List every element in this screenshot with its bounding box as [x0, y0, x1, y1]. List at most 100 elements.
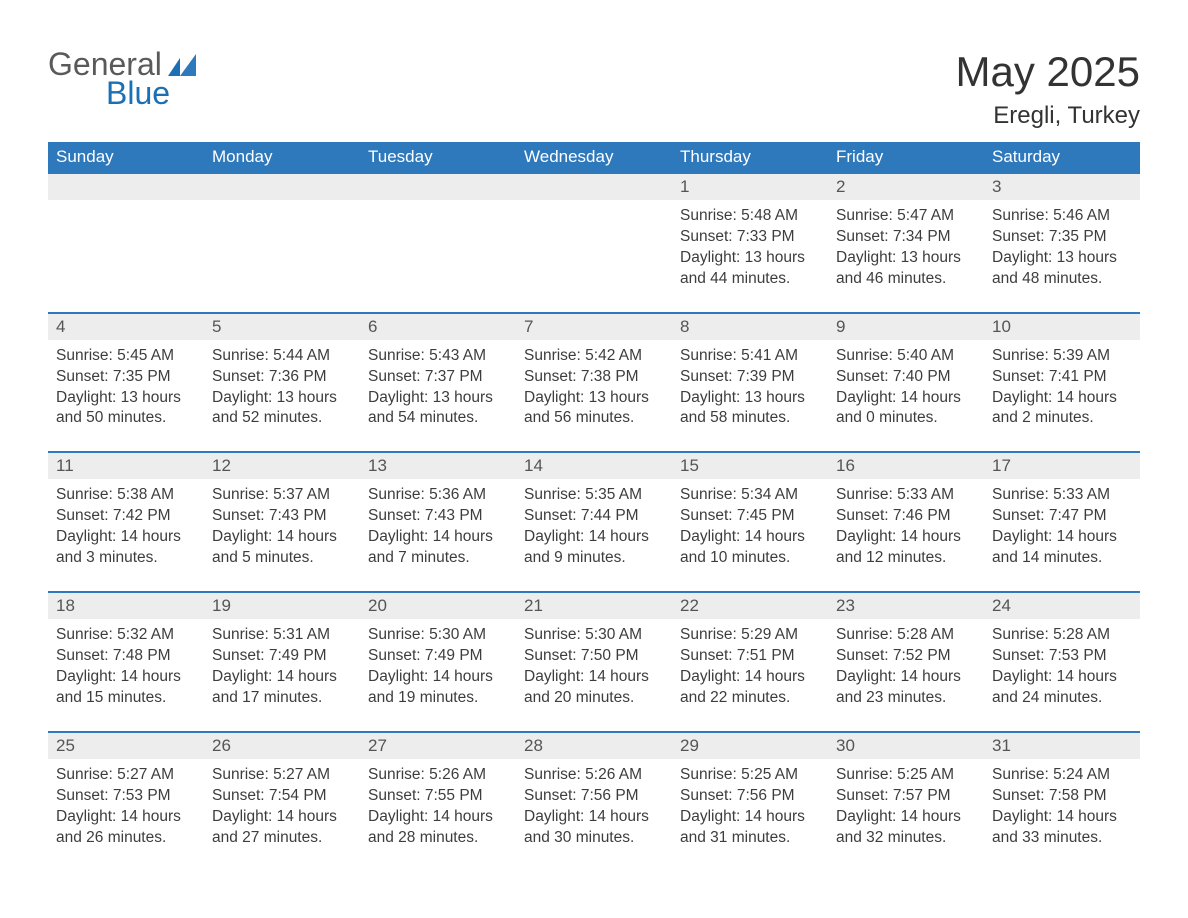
sunset-text: Sunset: 7:53 PM: [992, 646, 1132, 667]
sunset-text: Sunset: 7:52 PM: [836, 646, 976, 667]
day-cell: 7Sunrise: 5:42 AMSunset: 7:38 PMDaylight…: [516, 313, 672, 453]
day-number: 19: [204, 593, 360, 619]
sunrise-text: Sunrise: 5:47 AM: [836, 206, 976, 227]
daylight-text: Daylight: 14 hours and 10 minutes.: [680, 527, 820, 569]
sunrise-text: Sunrise: 5:29 AM: [680, 625, 820, 646]
day-data: Sunrise: 5:44 AMSunset: 7:36 PMDaylight:…: [204, 340, 360, 452]
day-number: 24: [984, 593, 1140, 619]
daylight-text: Daylight: 14 hours and 14 minutes.: [992, 527, 1132, 569]
sunset-text: Sunset: 7:54 PM: [212, 786, 352, 807]
sunrise-text: Sunrise: 5:33 AM: [992, 485, 1132, 506]
day-number: 14: [516, 453, 672, 479]
day-number: 12: [204, 453, 360, 479]
day-data: Sunrise: 5:45 AMSunset: 7:35 PMDaylight:…: [48, 340, 204, 452]
week-row: 11Sunrise: 5:38 AMSunset: 7:42 PMDayligh…: [48, 452, 1140, 592]
sunset-text: Sunset: 7:51 PM: [680, 646, 820, 667]
day-data: Sunrise: 5:25 AMSunset: 7:56 PMDaylight:…: [672, 759, 828, 871]
day-data: Sunrise: 5:39 AMSunset: 7:41 PMDaylight:…: [984, 340, 1140, 452]
day-number: 26: [204, 733, 360, 759]
daylight-text: Daylight: 13 hours and 46 minutes.: [836, 248, 976, 290]
day-cell: [516, 173, 672, 313]
day-data: [48, 200, 204, 300]
day-cell: 30Sunrise: 5:25 AMSunset: 7:57 PMDayligh…: [828, 732, 984, 871]
sunset-text: Sunset: 7:40 PM: [836, 367, 976, 388]
sunrise-text: Sunrise: 5:48 AM: [680, 206, 820, 227]
daylight-text: Daylight: 13 hours and 52 minutes.: [212, 388, 352, 430]
sunrise-text: Sunrise: 5:44 AM: [212, 346, 352, 367]
sunrise-text: Sunrise: 5:35 AM: [524, 485, 664, 506]
day-cell: 18Sunrise: 5:32 AMSunset: 7:48 PMDayligh…: [48, 592, 204, 732]
day-data: Sunrise: 5:38 AMSunset: 7:42 PMDaylight:…: [48, 479, 204, 591]
daylight-text: Daylight: 14 hours and 7 minutes.: [368, 527, 508, 569]
day-cell: 6Sunrise: 5:43 AMSunset: 7:37 PMDaylight…: [360, 313, 516, 453]
sunset-text: Sunset: 7:43 PM: [368, 506, 508, 527]
day-cell: 11Sunrise: 5:38 AMSunset: 7:42 PMDayligh…: [48, 452, 204, 592]
day-data: Sunrise: 5:47 AMSunset: 7:34 PMDaylight:…: [828, 200, 984, 312]
week-row: 25Sunrise: 5:27 AMSunset: 7:53 PMDayligh…: [48, 732, 1140, 871]
day-cell: 10Sunrise: 5:39 AMSunset: 7:41 PMDayligh…: [984, 313, 1140, 453]
day-cell: 1Sunrise: 5:48 AMSunset: 7:33 PMDaylight…: [672, 173, 828, 313]
sunrise-text: Sunrise: 5:26 AM: [368, 765, 508, 786]
day-data: Sunrise: 5:41 AMSunset: 7:39 PMDaylight:…: [672, 340, 828, 452]
day-cell: 5Sunrise: 5:44 AMSunset: 7:36 PMDaylight…: [204, 313, 360, 453]
day-cell: 31Sunrise: 5:24 AMSunset: 7:58 PMDayligh…: [984, 732, 1140, 871]
day-number: 28: [516, 733, 672, 759]
days-of-week-row: SundayMondayTuesdayWednesdayThursdayFrid…: [48, 142, 1140, 173]
day-cell: 9Sunrise: 5:40 AMSunset: 7:40 PMDaylight…: [828, 313, 984, 453]
sunrise-text: Sunrise: 5:28 AM: [836, 625, 976, 646]
daylight-text: Daylight: 13 hours and 44 minutes.: [680, 248, 820, 290]
day-number: 7: [516, 314, 672, 340]
day-data: Sunrise: 5:34 AMSunset: 7:45 PMDaylight:…: [672, 479, 828, 591]
day-number: 16: [828, 453, 984, 479]
day-data: Sunrise: 5:36 AMSunset: 7:43 PMDaylight:…: [360, 479, 516, 591]
sunset-text: Sunset: 7:36 PM: [212, 367, 352, 388]
daylight-text: Daylight: 14 hours and 9 minutes.: [524, 527, 664, 569]
dow-header: Monday: [204, 142, 360, 173]
sunrise-text: Sunrise: 5:25 AM: [680, 765, 820, 786]
day-number: [204, 174, 360, 200]
day-data: Sunrise: 5:30 AMSunset: 7:50 PMDaylight:…: [516, 619, 672, 731]
sunset-text: Sunset: 7:37 PM: [368, 367, 508, 388]
day-cell: 12Sunrise: 5:37 AMSunset: 7:43 PMDayligh…: [204, 452, 360, 592]
daylight-text: Daylight: 14 hours and 20 minutes.: [524, 667, 664, 709]
daylight-text: Daylight: 13 hours and 48 minutes.: [992, 248, 1132, 290]
sunset-text: Sunset: 7:49 PM: [212, 646, 352, 667]
dow-header: Thursday: [672, 142, 828, 173]
daylight-text: Daylight: 14 hours and 32 minutes.: [836, 807, 976, 849]
day-number: 25: [48, 733, 204, 759]
daylight-text: Daylight: 14 hours and 5 minutes.: [212, 527, 352, 569]
day-number: 6: [360, 314, 516, 340]
sunrise-text: Sunrise: 5:41 AM: [680, 346, 820, 367]
dow-header: Wednesday: [516, 142, 672, 173]
day-data: Sunrise: 5:42 AMSunset: 7:38 PMDaylight:…: [516, 340, 672, 452]
day-number: 30: [828, 733, 984, 759]
day-cell: 23Sunrise: 5:28 AMSunset: 7:52 PMDayligh…: [828, 592, 984, 732]
sunrise-text: Sunrise: 5:34 AM: [680, 485, 820, 506]
sunset-text: Sunset: 7:43 PM: [212, 506, 352, 527]
daylight-text: Daylight: 14 hours and 27 minutes.: [212, 807, 352, 849]
daylight-text: Daylight: 14 hours and 28 minutes.: [368, 807, 508, 849]
day-number: 15: [672, 453, 828, 479]
day-number: 22: [672, 593, 828, 619]
day-number: [516, 174, 672, 200]
day-data: Sunrise: 5:26 AMSunset: 7:56 PMDaylight:…: [516, 759, 672, 871]
day-number: 31: [984, 733, 1140, 759]
sunrise-text: Sunrise: 5:32 AM: [56, 625, 196, 646]
sunrise-text: Sunrise: 5:38 AM: [56, 485, 196, 506]
day-number: 2: [828, 174, 984, 200]
day-cell: 15Sunrise: 5:34 AMSunset: 7:45 PMDayligh…: [672, 452, 828, 592]
day-data: Sunrise: 5:46 AMSunset: 7:35 PMDaylight:…: [984, 200, 1140, 312]
daylight-text: Daylight: 14 hours and 17 minutes.: [212, 667, 352, 709]
daylight-text: Daylight: 13 hours and 56 minutes.: [524, 388, 664, 430]
day-data: Sunrise: 5:30 AMSunset: 7:49 PMDaylight:…: [360, 619, 516, 731]
sunset-text: Sunset: 7:46 PM: [836, 506, 976, 527]
daylight-text: Daylight: 13 hours and 50 minutes.: [56, 388, 196, 430]
sunset-text: Sunset: 7:35 PM: [56, 367, 196, 388]
sunrise-text: Sunrise: 5:36 AM: [368, 485, 508, 506]
logo-flag-icon: [168, 54, 202, 81]
day-cell: 3Sunrise: 5:46 AMSunset: 7:35 PMDaylight…: [984, 173, 1140, 313]
sunset-text: Sunset: 7:56 PM: [524, 786, 664, 807]
sunrise-text: Sunrise: 5:28 AM: [992, 625, 1132, 646]
day-data: Sunrise: 5:35 AMSunset: 7:44 PMDaylight:…: [516, 479, 672, 591]
daylight-text: Daylight: 14 hours and 33 minutes.: [992, 807, 1132, 849]
